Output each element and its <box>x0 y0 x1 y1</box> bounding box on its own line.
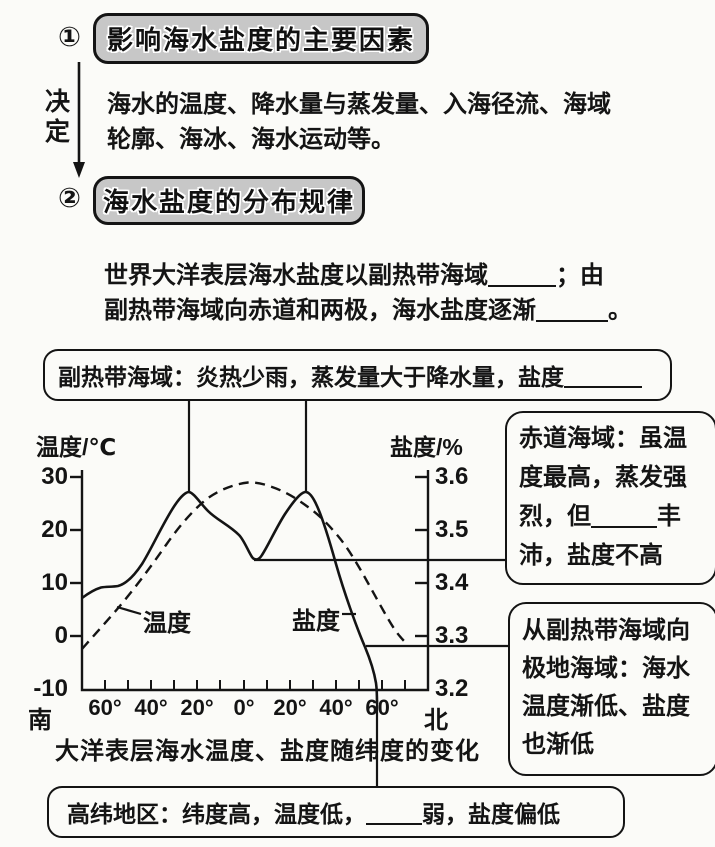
callout-polar-line2: 极地海域：海水 <box>522 655 690 682</box>
salinity-curve-label: 盐度 <box>292 608 340 635</box>
equator-line3-pre: 烈，但 <box>519 503 591 530</box>
left-tick-10: 10 <box>41 569 68 596</box>
temperature-curve <box>81 481 408 650</box>
para1-post: ；由 <box>556 262 604 289</box>
equator-line3-post: 丰 <box>657 503 681 530</box>
callout-subtropical: 副热带海域：炎热少雨，蒸发量大于降水量，盐度 <box>43 349 672 401</box>
temp-label-leader <box>116 605 142 616</box>
x-label-40s: 40° <box>134 695 168 720</box>
x-label-60n: 60° <box>365 695 399 720</box>
temperature-curve-label: 温度 <box>143 610 191 637</box>
left-tick-20: 20 <box>41 516 68 543</box>
section2-title: 海水盐度的分布规律 <box>102 187 355 217</box>
blank-line <box>564 363 642 388</box>
blank-line <box>591 502 657 528</box>
blank-line <box>488 261 556 287</box>
blank-line <box>536 296 608 322</box>
para1-pre: 世界大洋表层海水盐度以副热带海域 <box>104 262 488 289</box>
section1-title-box: 影响海水盐度的主要因素 <box>93 13 429 64</box>
y-axis-label-right: 盐度/% <box>390 434 463 460</box>
section1-title: 影响海水盐度的主要因素 <box>106 25 415 55</box>
callout-equator-line3: 烈，但 丰 <box>519 497 715 536</box>
chart-caption: 大洋表层海水温度、盐度随纬度的变化 <box>55 738 480 765</box>
right-tick-3-5: 3.5 <box>435 516 469 543</box>
section2-para-line2: 副热带海域向赤道和两极，海水盐度逐渐 。 <box>104 290 632 325</box>
left-tick-30: 30 <box>41 463 68 490</box>
callout-polar-line3: 温度渐低、盐度 <box>522 693 690 720</box>
section2-para-line1: 世界大洋表层海水盐度以副热带海域 ；由 <box>104 255 604 290</box>
callout-equator: 赤道海域：虽温 度最高，蒸发强 烈，但 丰 沛，盐度不高 <box>505 411 715 585</box>
connector-label: 决定 <box>45 88 71 146</box>
x-label-north: 北 <box>424 707 448 734</box>
right-tick-3-6: 3.6 <box>435 463 469 490</box>
x-label-south: 南 <box>28 707 52 734</box>
x-label-0: 0° <box>233 695 255 720</box>
highlat-post: 弱，盐度偏低 <box>422 801 560 827</box>
x-label-40n: 40° <box>319 695 353 720</box>
left-tick-neg10: -10 <box>33 675 68 702</box>
section1-number: ① <box>58 22 81 52</box>
blank-line <box>366 800 422 825</box>
y-axis-label-left: 温度/℃ <box>36 434 117 460</box>
callout-equator-line4: 沛，盐度不高 <box>519 542 663 569</box>
section1-body-line2: 轮廓、海冰、海水运动等。 <box>107 126 395 153</box>
section2-title-box: 海水盐度的分布规律 <box>93 176 365 225</box>
right-tick-3-2: 3.2 <box>435 675 469 702</box>
section1-body-line1: 海水的温度、降水量与蒸发量、入海径流、海域 <box>107 91 611 118</box>
callout-equator-line1: 赤道海域：虽温 <box>519 425 687 452</box>
left-tick-0: 0 <box>54 622 68 649</box>
callout-polar-line4: 也渐低 <box>522 731 594 758</box>
para2-pre: 副热带海域向赤道和两极，海水盐度逐渐 <box>104 297 536 324</box>
right-tick-3-4: 3.4 <box>435 569 469 596</box>
para2-post: 。 <box>608 297 632 324</box>
callout-subtropical-text: 副热带海域：炎热少雨，蒸发量大于降水量，盐度 <box>58 364 564 390</box>
right-tick-3-3: 3.3 <box>435 622 469 649</box>
x-label-20n: 20° <box>273 695 307 720</box>
highlat-pre: 高纬地区：纬度高，温度低， <box>67 801 366 827</box>
flow-arrow <box>73 62 85 178</box>
salinity-curve <box>81 490 379 705</box>
callout-equator-line2: 度最高，蒸发强 <box>519 464 687 491</box>
callout-highlat: 高纬地区：纬度高，温度低， 弱，盐度偏低 <box>47 786 625 838</box>
x-label-20s: 20° <box>180 695 214 720</box>
chart-axes <box>70 470 430 692</box>
callout-polar-line1: 从副热带海域向 <box>522 617 690 644</box>
section2-number: ② <box>58 183 81 213</box>
x-label-60s: 60° <box>88 695 122 720</box>
callout-polar: 从副热带海域向 极地海域：海水 温度渐低、盐度 也渐低 <box>508 602 715 776</box>
